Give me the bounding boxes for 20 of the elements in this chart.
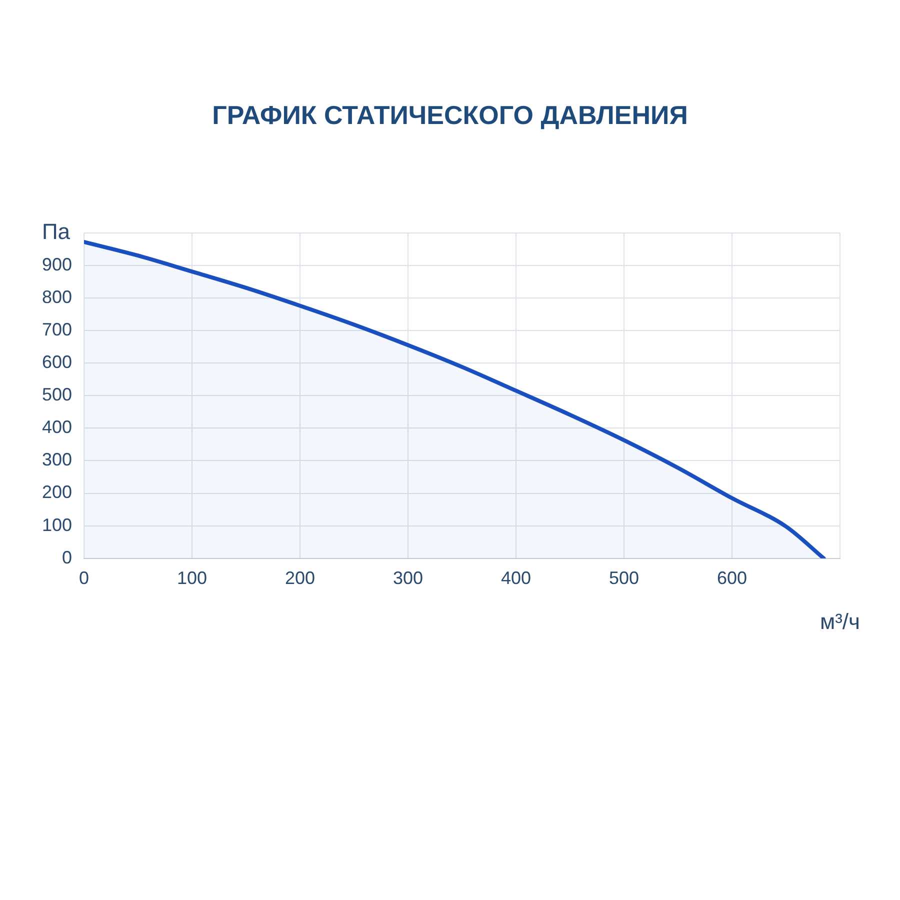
y-tick-label: 300 xyxy=(42,450,72,470)
y-tick-label: 600 xyxy=(42,352,72,372)
y-tick-label: 500 xyxy=(42,384,72,405)
x-tick-label: 200 xyxy=(285,568,316,588)
y-tick-label: 800 xyxy=(42,286,72,307)
x-tick-label: 0 xyxy=(79,568,90,588)
x-tick-label: 500 xyxy=(608,568,640,588)
y-tick-label: 400 xyxy=(42,417,72,438)
x-tick-label: 600 xyxy=(716,568,748,588)
y-tick-label: 700 xyxy=(42,319,72,340)
y-tick-label: 200 xyxy=(42,482,72,502)
x-axis-title: м³/ч xyxy=(820,609,860,634)
y-tick-label: 0 xyxy=(62,547,72,568)
x-tick-label: 400 xyxy=(500,568,532,588)
y-tick-label: 900 xyxy=(42,254,72,274)
y-tick-label: 100 xyxy=(42,514,72,535)
chart-title: ГРАФИК СТАТИЧЕСКОГО ДАВЛЕНИЯ xyxy=(211,100,689,131)
x-tick-label: 300 xyxy=(392,568,424,588)
y-axis-title: Па xyxy=(42,218,71,244)
x-tick-label: 100 xyxy=(177,568,208,588)
